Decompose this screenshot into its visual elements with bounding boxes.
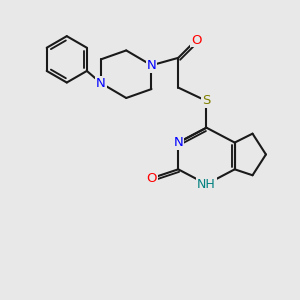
- Text: N: N: [173, 136, 183, 149]
- Text: O: O: [146, 172, 157, 185]
- Text: N: N: [96, 76, 106, 90]
- Text: N: N: [147, 59, 156, 72]
- Text: O: O: [191, 34, 201, 46]
- Text: O: O: [146, 172, 157, 185]
- Text: S: S: [202, 94, 211, 107]
- Text: NH: NH: [197, 178, 216, 191]
